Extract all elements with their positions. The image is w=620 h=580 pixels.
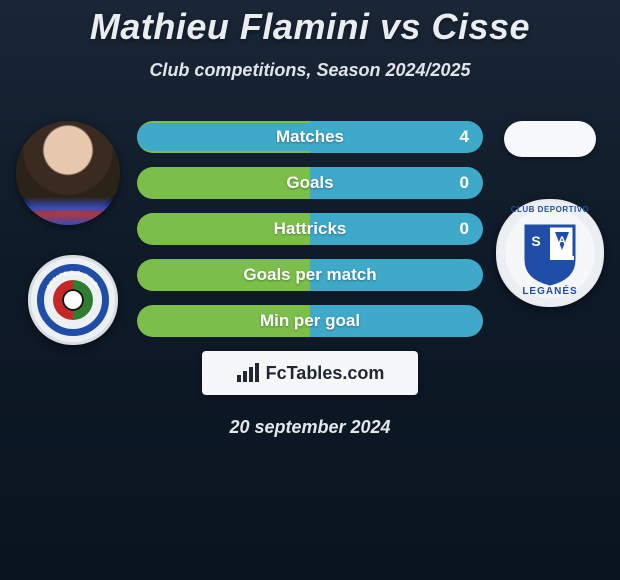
comparison-card: Mathieu Flamini vs Cisse Club competitio…: [0, 0, 620, 580]
stat-label: Goals: [286, 173, 333, 193]
stat-row: Hattricks 0: [137, 213, 483, 245]
stat-value-right: 4: [460, 127, 469, 147]
right-column: CLUB DEPORTIVO S A LEGANÉS: [490, 121, 610, 307]
page-subtitle: Club competitions, Season 2024/2025: [0, 60, 620, 81]
stat-row: Goals per match: [137, 259, 483, 291]
branding-text: FcTables.com: [266, 363, 385, 384]
left-column: GETAFE C.F. S.A.D.: [8, 121, 128, 345]
stat-row: Min per goal: [137, 305, 483, 337]
stat-label: Goals per match: [243, 265, 376, 285]
stat-label: Hattricks: [274, 219, 347, 239]
player-photo-left: [16, 121, 120, 225]
date-line: 20 september 2024: [0, 417, 620, 438]
bars-icon: [236, 363, 260, 383]
branding-box[interactable]: FcTables.com: [202, 351, 418, 395]
badge-ball-icon: [62, 289, 84, 311]
stat-row: Matches 4: [137, 121, 483, 153]
club-badge-right: CLUB DEPORTIVO S A LEGANÉS: [496, 199, 604, 307]
stat-value-right: 0: [460, 219, 469, 239]
stat-row: Goals 0: [137, 167, 483, 199]
player-photo-right-placeholder: [504, 121, 596, 157]
stat-label: Min per goal: [260, 311, 360, 331]
svg-text:A: A: [558, 235, 566, 247]
stat-value-right: 0: [460, 173, 469, 193]
club-badge-left: GETAFE C.F. S.A.D.: [28, 255, 118, 345]
page-title: Mathieu Flamini vs Cisse: [0, 0, 620, 48]
stat-label: Matches: [276, 127, 344, 147]
badge-right-top-text: CLUB DEPORTIVO: [498, 205, 602, 214]
content-area: GETAFE C.F. S.A.D. CLUB DEPORTIVO S: [0, 121, 620, 438]
badge-right-bottom-text: LEGANÉS: [498, 286, 602, 297]
badge-right-shield-icon: S A: [522, 220, 578, 286]
svg-text:S: S: [531, 233, 540, 249]
stats-list: Matches 4 Goals 0 Hattricks 0 Goals per match M…: [137, 121, 483, 337]
badge-inner: [53, 280, 93, 320]
